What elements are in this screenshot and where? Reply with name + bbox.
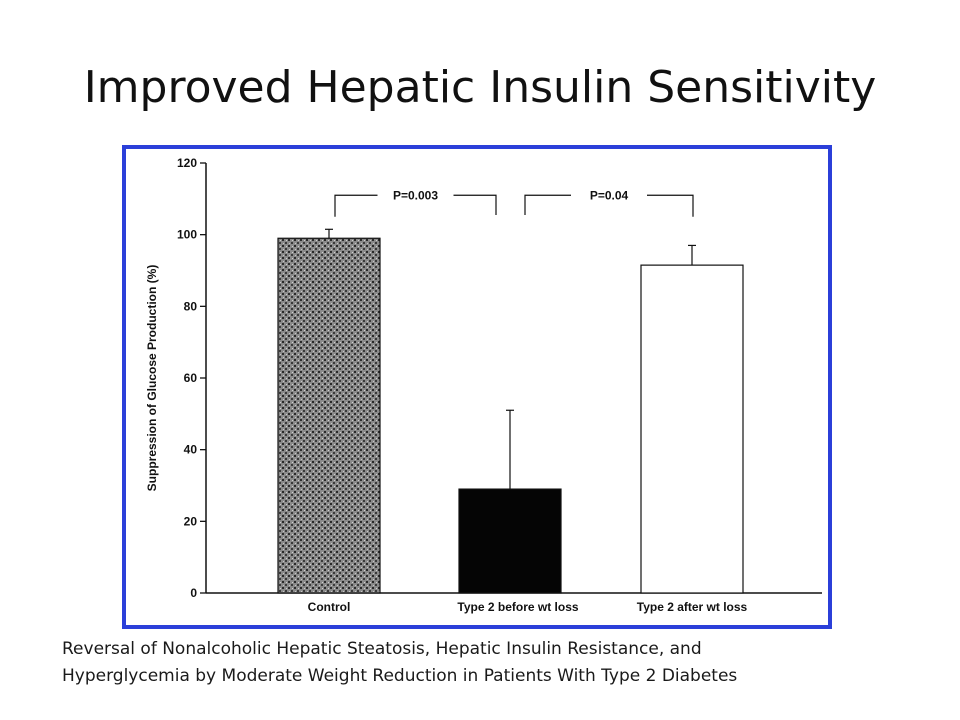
y-tick-label: 80 — [184, 299, 198, 313]
category-label-1: Control — [308, 600, 351, 614]
p-value-label-1: P=0.003 — [393, 188, 438, 202]
caption-line-2: Hyperglycemia by Moderate Weight Reducti… — [62, 666, 738, 686]
y-tick-label: 0 — [190, 586, 197, 600]
chart-frame: 0 20 40 60 80 100 120 Suppression of Glucose Pr… — [122, 145, 832, 629]
y-axis-label: Suppression of Glucose Production (%) — [145, 265, 159, 492]
significance-bracket-left-2 — [524, 194, 571, 215]
caption-line-1: Reversal of Nonalcoholic Hepatic Steatos… — [62, 639, 702, 659]
y-tick-label: 120 — [177, 156, 197, 170]
slide-title: Improved Hepatic Insulin Sensitivity — [83, 62, 877, 113]
bar-2 — [458, 488, 562, 594]
category-label-3: Type 2 after wt loss — [637, 600, 748, 614]
bar-3 — [640, 264, 744, 594]
bar-chart: 0 20 40 60 80 100 120 Suppression of Glucose Pr… — [145, 156, 822, 614]
bar-1 — [277, 237, 381, 594]
y-tick-label: 40 — [184, 443, 198, 457]
significance-bracket-right-2 — [647, 194, 694, 217]
y-tick-label: 100 — [177, 228, 197, 242]
y-tick-label: 20 — [184, 514, 198, 528]
significance-bracket-right-1 — [453, 194, 497, 215]
figure-caption: Reversal of Nonalcoholic Hepatic Steatos… — [62, 636, 922, 690]
category-label-2: Type 2 before wt loss — [457, 600, 578, 614]
y-tick-label: 60 — [184, 371, 198, 385]
p-value-label-2: P=0.04 — [590, 188, 629, 202]
significance-bracket-left-1 — [334, 194, 378, 217]
